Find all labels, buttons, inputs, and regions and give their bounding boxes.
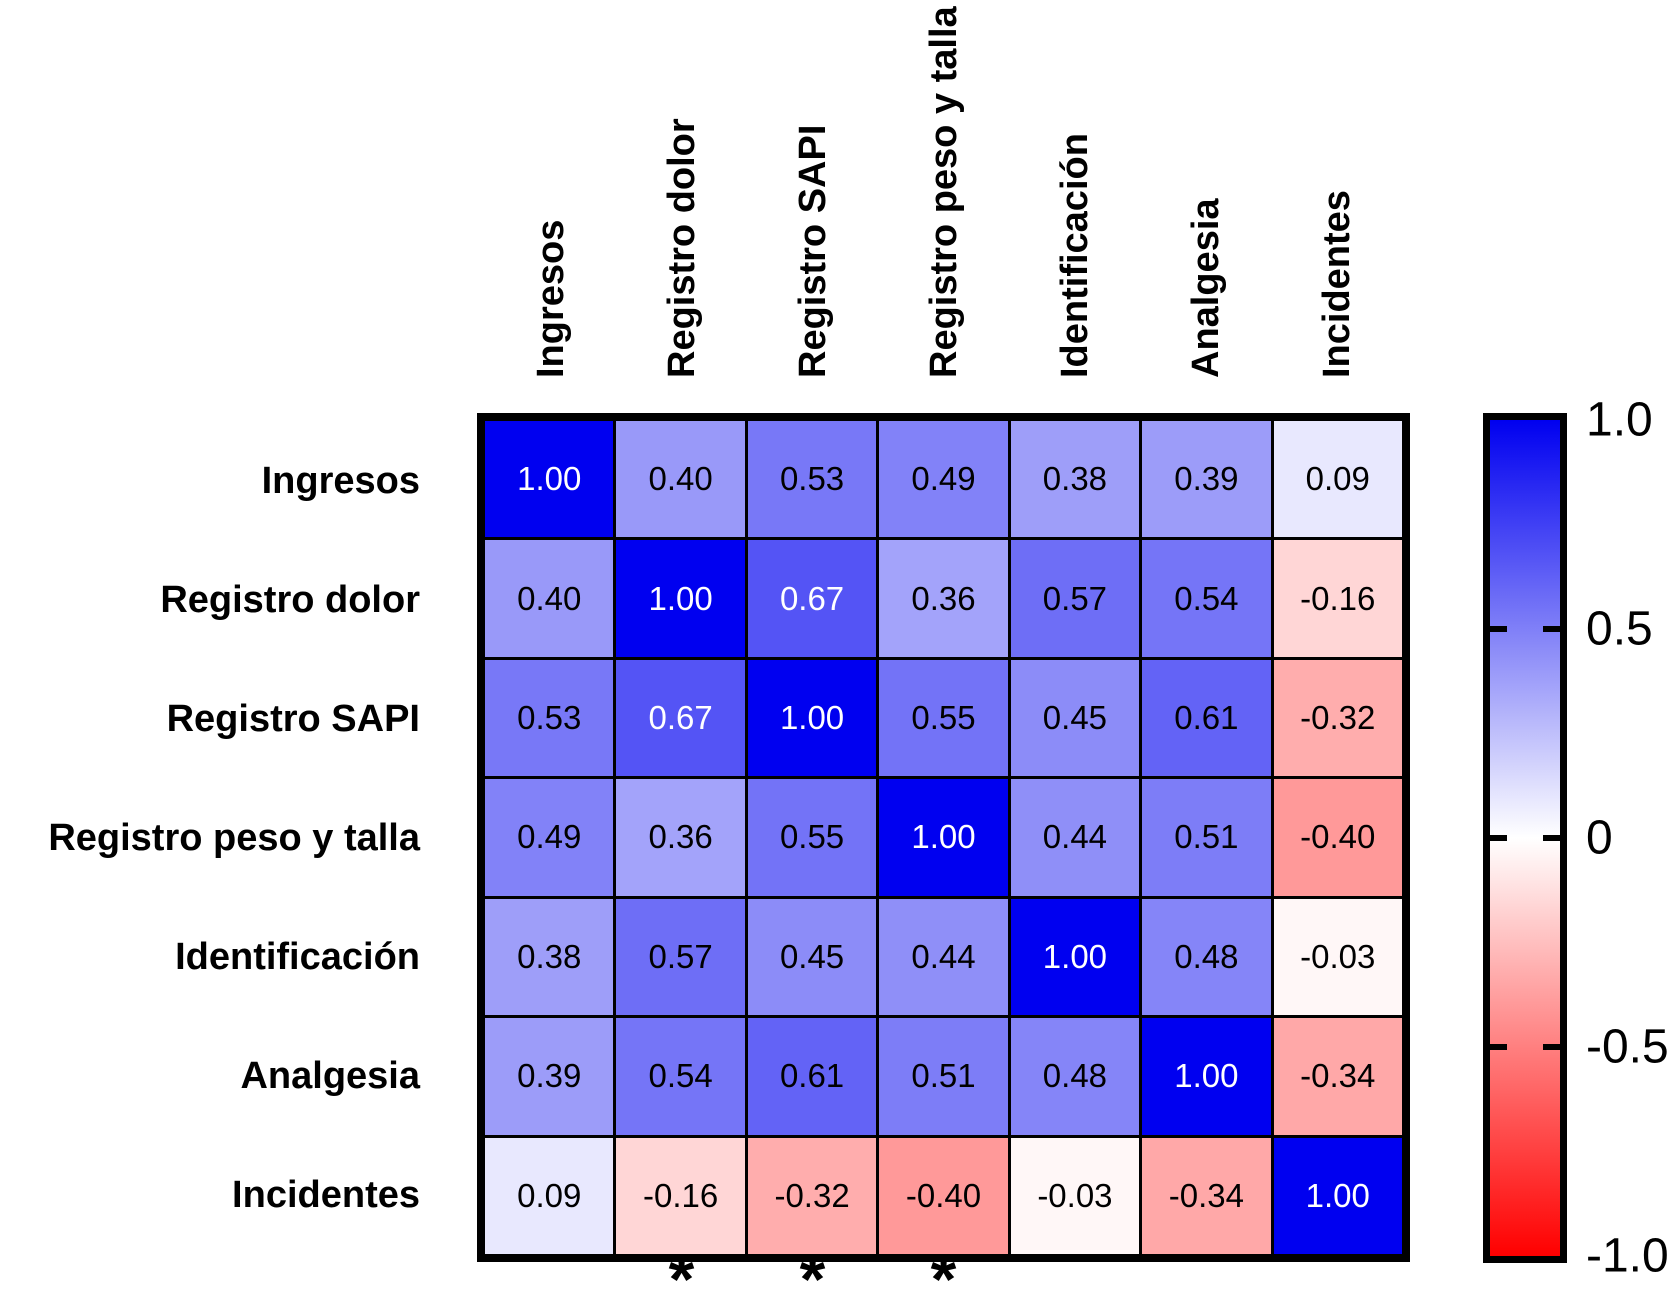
heatmap-cell: 0.09 bbox=[485, 1137, 614, 1254]
heatmap-cell: 0.51 bbox=[1142, 779, 1271, 896]
heatmap-cell: 1.00 bbox=[1010, 898, 1140, 1016]
heatmap-cell: 0.54 bbox=[616, 1018, 745, 1135]
heatmap-cell: 0.40 bbox=[616, 421, 745, 538]
significance-marker: * bbox=[930, 1242, 957, 1294]
heatmap-cell: 0.67 bbox=[616, 659, 745, 777]
heatmap-cell: 1.00 bbox=[616, 540, 745, 657]
row-label: Identificación bbox=[175, 935, 420, 978]
heatmap-cell: 0.57 bbox=[616, 898, 745, 1016]
heatmap-cell: 1.00 bbox=[879, 779, 1008, 896]
column-label: Identificación bbox=[1053, 133, 1096, 378]
colorbar-tick-label: 0.5 bbox=[1586, 602, 1653, 656]
heatmap-cell: 0.55 bbox=[879, 659, 1008, 777]
heatmap-cell: 0.45 bbox=[747, 898, 877, 1016]
row-label: Registro dolor bbox=[160, 578, 420, 621]
heatmap-cell: 0.54 bbox=[1142, 540, 1271, 657]
heatmap-cell: 0.44 bbox=[879, 898, 1008, 1016]
heatmap-cell: -0.34 bbox=[1142, 1137, 1271, 1254]
heatmap-cell: 0.44 bbox=[1010, 779, 1140, 896]
heatmap-matrix: 1.00 0.40 0.53 0.49 0.38 0.39 0.09 0.40 1.00 0.67… bbox=[477, 413, 1410, 1262]
heatmap-cell: 0.36 bbox=[616, 779, 745, 896]
heatmap-cell: 0.61 bbox=[1142, 659, 1271, 777]
heatmap-cell: 0.09 bbox=[1273, 421, 1402, 538]
colorbar-tick-label: -1.0 bbox=[1586, 1229, 1669, 1283]
row-label: Incidentes bbox=[232, 1173, 420, 1216]
heatmap-cell: 0.49 bbox=[879, 421, 1008, 538]
heatmap-cell: 1.00 bbox=[1142, 1018, 1271, 1135]
heatmap-cell: 1.00 bbox=[1273, 1137, 1402, 1254]
heatmap-cell: 0.39 bbox=[485, 1018, 614, 1135]
heatmap-cell: 0.51 bbox=[879, 1018, 1008, 1135]
colorbar-tick bbox=[1543, 626, 1560, 632]
row-label: Ingresos bbox=[261, 459, 420, 502]
heatmap-cell: 1.00 bbox=[747, 659, 877, 777]
colorbar-tick-label: 0 bbox=[1586, 811, 1613, 865]
heatmap-cell: 0.67 bbox=[747, 540, 877, 657]
colorbar-tick bbox=[1490, 835, 1507, 841]
heatmap-cell: -0.16 bbox=[1273, 540, 1402, 657]
heatmap-cell: 0.36 bbox=[879, 540, 1008, 657]
heatmap-cell: 0.48 bbox=[1142, 898, 1271, 1016]
heatmap-cell: 0.53 bbox=[485, 659, 614, 777]
column-label: Ingresos bbox=[529, 219, 572, 378]
heatmap-cell: 0.39 bbox=[1142, 421, 1271, 538]
column-label: Analgesia bbox=[1184, 198, 1227, 378]
heatmap-cell: 0.57 bbox=[1010, 540, 1140, 657]
heatmap-cell: 0.53 bbox=[747, 421, 877, 538]
row-label: Registro peso y talla bbox=[48, 816, 420, 859]
column-label: Registro dolor bbox=[660, 118, 703, 378]
heatmap-cell: -0.03 bbox=[1010, 1137, 1140, 1254]
heatmap-cell: 0.40 bbox=[485, 540, 614, 657]
heatmap-cell: -0.40 bbox=[1273, 779, 1402, 896]
heatmap-cell: -0.32 bbox=[747, 1137, 877, 1254]
column-label: Registro SAPI bbox=[791, 124, 834, 378]
row-label: Analgesia bbox=[240, 1054, 420, 1097]
heatmap-cell: 0.55 bbox=[747, 779, 877, 896]
heatmap-cell: -0.16 bbox=[616, 1137, 745, 1254]
column-label: Registro peso y talla bbox=[922, 6, 965, 378]
significance-marker: * bbox=[799, 1242, 826, 1294]
colorbar-tick bbox=[1543, 835, 1560, 841]
column-label: Incidentes bbox=[1315, 190, 1358, 378]
heatmap-cell: 0.38 bbox=[485, 898, 614, 1016]
colorbar-tick-label: 1.0 bbox=[1586, 393, 1653, 447]
colorbar-tick bbox=[1490, 1044, 1507, 1050]
heatmap-cell: -0.40 bbox=[879, 1137, 1008, 1254]
heatmap-cell: 0.49 bbox=[485, 779, 614, 896]
colorbar-tick bbox=[1543, 1044, 1560, 1050]
heatmap-cell: 0.45 bbox=[1010, 659, 1140, 777]
heatmap-cell: 0.48 bbox=[1010, 1018, 1140, 1135]
heatmap-cell: -0.32 bbox=[1273, 659, 1402, 777]
heatmap-cell: -0.03 bbox=[1273, 898, 1402, 1016]
significance-marker: * bbox=[668, 1242, 695, 1294]
colorbar-tick bbox=[1490, 626, 1507, 632]
heatmap-cell: -0.34 bbox=[1273, 1018, 1402, 1135]
heatmap-cell: 0.61 bbox=[747, 1018, 877, 1135]
colorbar-tick-label: -0.5 bbox=[1586, 1020, 1669, 1074]
heatmap-cell: 0.38 bbox=[1010, 421, 1140, 538]
row-label: Registro SAPI bbox=[166, 697, 420, 740]
heatmap-cell: 1.00 bbox=[485, 421, 614, 538]
